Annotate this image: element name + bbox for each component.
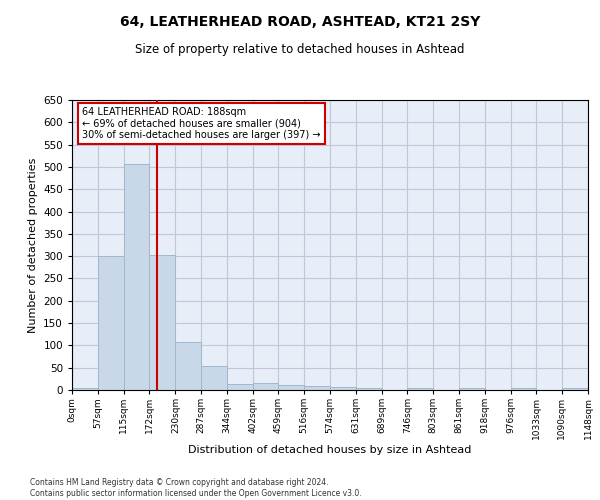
Bar (562, 388, 588, 390)
Text: Contains HM Land Registry data © Crown copyright and database right 2024.
Contai: Contains HM Land Registry data © Crown c… (30, 478, 362, 498)
Bar (407, 388, 433, 390)
Bar (511, 388, 536, 390)
Bar (98, 256, 124, 390)
Y-axis label: Number of detached properties: Number of detached properties (28, 158, 38, 332)
Bar (278, 385, 304, 390)
Bar (253, 384, 278, 390)
Bar (304, 386, 330, 390)
Bar (124, 164, 149, 390)
Bar (227, 384, 253, 390)
Text: 64 LEATHERHEAD ROAD: 188sqm
← 69% of detached houses are smaller (904)
30% of se: 64 LEATHERHEAD ROAD: 188sqm ← 69% of det… (82, 108, 321, 140)
Bar (356, 388, 382, 390)
Bar (175, 342, 201, 390)
Text: 64, LEATHERHEAD ROAD, ASHTEAD, KT21 2SY: 64, LEATHERHEAD ROAD, ASHTEAD, KT21 2SY (120, 15, 480, 29)
Bar (459, 388, 485, 390)
X-axis label: Distribution of detached houses by size in Ashtead: Distribution of detached houses by size … (188, 444, 472, 454)
Bar (149, 255, 175, 390)
Bar (201, 366, 227, 390)
Bar (72, 388, 98, 390)
Text: Size of property relative to detached houses in Ashtead: Size of property relative to detached ho… (135, 42, 465, 56)
Bar (330, 388, 356, 390)
